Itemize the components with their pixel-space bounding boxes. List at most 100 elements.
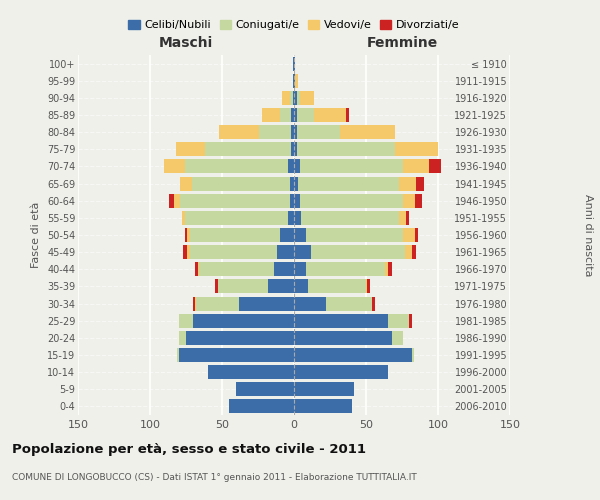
Bar [399,211,406,225]
Bar [288,160,294,173]
Bar [388,262,392,276]
Legend: Celibi/Nubili, Coniugati/e, Vedovi/e, Divorziati/e: Celibi/Nubili, Coniugati/e, Vedovi/e, Di… [124,16,464,35]
Bar [412,245,416,259]
Bar [305,262,385,276]
Bar [406,211,409,225]
Bar [283,91,290,105]
Bar [194,262,197,276]
Bar [199,262,274,276]
Bar [176,142,205,156]
Bar [294,228,305,242]
Bar [259,125,291,139]
Bar [415,194,422,207]
Bar [294,245,311,259]
Bar [182,211,185,225]
Bar [297,91,300,105]
Bar [294,142,297,156]
Y-axis label: Fasce di età: Fasce di età [31,202,41,268]
Bar [300,194,403,207]
Bar [297,142,395,156]
Bar [372,296,374,310]
Bar [183,245,187,259]
Bar [294,56,295,70]
Bar [297,125,340,139]
Bar [219,125,259,139]
Bar [179,348,294,362]
Bar [187,245,190,259]
Bar [293,91,294,105]
Text: COMUNE DI LONGOBUCCO (CS) - Dati ISTAT 1° gennaio 2011 - Elaborazione TUTTITALIA: COMUNE DI LONGOBUCCO (CS) - Dati ISTAT 1… [12,472,417,482]
Bar [268,280,294,293]
Bar [430,160,441,173]
Bar [180,194,290,207]
Bar [280,228,294,242]
Bar [416,176,424,190]
Bar [239,296,294,310]
Bar [193,314,294,328]
Bar [403,160,430,173]
Bar [412,348,413,362]
Bar [294,74,295,88]
Bar [294,91,297,105]
Text: Popolazione per età, sesso e stato civile - 2011: Popolazione per età, sesso e stato civil… [12,442,366,456]
Bar [187,228,190,242]
Bar [294,365,388,379]
Bar [291,125,294,139]
Bar [196,296,239,310]
Bar [164,160,185,173]
Bar [185,211,288,225]
Bar [290,176,294,190]
Bar [175,194,180,207]
Bar [294,280,308,293]
Bar [294,382,355,396]
Text: Maschi: Maschi [159,36,213,50]
Bar [293,74,294,88]
Bar [180,176,192,190]
Bar [297,108,314,122]
Bar [215,280,218,293]
Bar [178,348,179,362]
Bar [294,262,305,276]
Bar [236,382,294,396]
Bar [197,262,199,276]
Bar [294,331,392,345]
Bar [294,176,298,190]
Bar [293,56,294,70]
Bar [294,108,297,122]
Bar [366,280,367,293]
Bar [405,245,412,259]
Bar [290,91,293,105]
Bar [399,176,416,190]
Bar [311,245,405,259]
Bar [288,211,294,225]
Bar [190,245,277,259]
Bar [388,314,409,328]
Bar [208,365,294,379]
Bar [300,91,314,105]
Bar [193,296,194,310]
Text: Anni di nascita: Anni di nascita [583,194,593,276]
Bar [186,331,294,345]
Bar [346,108,349,122]
Bar [300,160,403,173]
Bar [277,245,294,259]
Bar [403,194,415,207]
Bar [385,262,388,276]
Bar [294,194,300,207]
Bar [291,142,294,156]
Bar [301,211,399,225]
Bar [192,176,290,190]
Bar [294,348,412,362]
Bar [190,228,280,242]
Bar [392,331,403,345]
Bar [295,74,298,88]
Bar [262,108,280,122]
Bar [229,400,294,413]
Bar [403,228,415,242]
Bar [218,280,268,293]
Bar [294,314,388,328]
Bar [185,160,288,173]
Bar [169,194,175,207]
Bar [294,211,301,225]
Bar [290,194,294,207]
